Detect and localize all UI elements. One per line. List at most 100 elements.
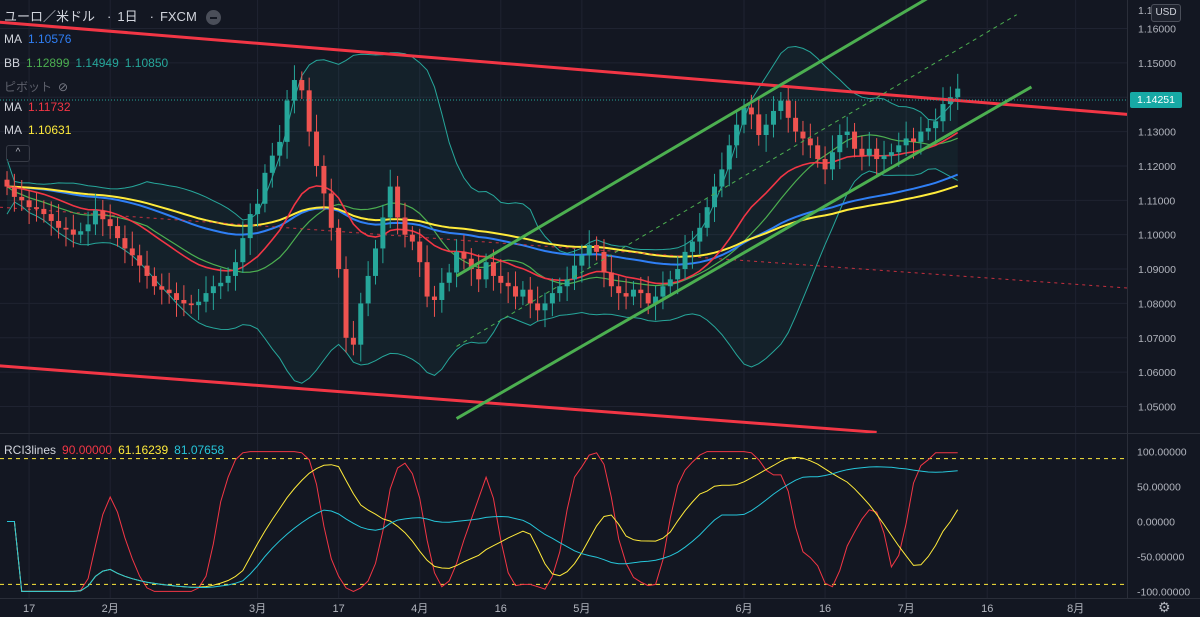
legend-bb[interactable]: BB 1.12899 1.14949 1.10850 <box>4 56 174 70</box>
candle-body <box>645 293 651 304</box>
title-separator: · <box>149 9 154 24</box>
candle-body <box>896 145 902 153</box>
source: FXCM <box>159 9 197 24</box>
candle-body <box>955 88 961 98</box>
candle-body <box>166 289 172 294</box>
candle-body <box>807 138 813 146</box>
candle-body <box>159 286 165 290</box>
candle-body <box>660 286 666 297</box>
candle-body <box>115 226 121 239</box>
candle-body <box>262 172 268 204</box>
candle-body <box>328 193 334 228</box>
candle-body <box>778 100 784 111</box>
candle-body <box>844 131 850 136</box>
candle-body <box>763 124 769 136</box>
candle-body <box>63 227 69 230</box>
candle-body <box>306 90 312 132</box>
candle-body <box>859 148 865 156</box>
candle-body <box>151 275 157 287</box>
candle-body <box>218 282 224 287</box>
rci-value-3: 81.07658 <box>174 443 225 457</box>
legend-ma2[interactable]: MA 1.11732 <box>4 100 77 114</box>
candle-body <box>881 155 887 160</box>
price-tick-label: 1.06000 <box>1138 367 1176 379</box>
rci-line <box>7 451 958 592</box>
candle-body <box>439 282 445 300</box>
candle-body <box>689 241 695 252</box>
ma1-label: MA <box>4 32 22 46</box>
candle-body <box>638 289 644 294</box>
time-tick-label: 7月 <box>898 603 915 615</box>
candle-body <box>667 279 673 287</box>
legend-rci[interactable]: RCI3lines 90.00000 61.16239 81.07658 <box>4 443 230 457</box>
price-tick-label: 1.15000 <box>1138 58 1176 70</box>
candle-body <box>225 275 231 283</box>
bollinger-band <box>6 45 959 384</box>
candle-body <box>85 224 91 232</box>
time-tick-label: 17 <box>333 603 345 615</box>
candle-body <box>446 272 452 283</box>
symbol-name: ユーロ／米ドル <box>4 9 96 24</box>
candle-body <box>48 214 54 221</box>
time-axis[interactable]: 17 2月 3月 17 4月 16 5月 6月 16 7月 16 8月 <box>23 603 1084 615</box>
candle-body <box>402 217 408 235</box>
candle-body <box>815 145 821 160</box>
bb-label: BB <box>4 56 21 70</box>
candle-body <box>911 138 917 142</box>
candle-body <box>822 159 828 170</box>
candle-body <box>903 138 909 146</box>
collapse-legend-button[interactable]: ^ <box>6 145 30 162</box>
rci-axis[interactable]: 100.00000 50.00000 0.00000 -50.00000 -100.00… <box>1137 447 1190 599</box>
legend-ma1[interactable]: MA 1.10576 <box>4 32 77 46</box>
settings-gear-icon[interactable]: ⚙ <box>1158 599 1171 615</box>
ma-red <box>6 131 959 285</box>
pivot-label: ピボット <box>4 80 53 94</box>
eye-crossed-icon[interactable]: ⊘ <box>58 80 69 94</box>
candle-body <box>461 251 467 259</box>
time-tick-label: 3月 <box>249 603 266 615</box>
candle-body <box>129 248 135 256</box>
candle-body <box>874 148 880 160</box>
ma3-label: MA <box>4 123 22 137</box>
candle-body <box>92 210 98 225</box>
candle-body <box>542 303 548 311</box>
legend-pivot[interactable]: ピボット ⊘ <box>4 78 74 95</box>
price-tick-label: 1.05000 <box>1138 402 1176 414</box>
trendlines[interactable] <box>0 0 1128 434</box>
trendline <box>0 364 877 434</box>
candle-body <box>933 121 939 129</box>
candle-body <box>203 293 209 302</box>
candle-body <box>56 220 62 228</box>
candle-body <box>11 186 17 197</box>
candle-body <box>291 80 297 101</box>
chart-title[interactable]: ユーロ／米ドル · 1日 · FXCM <box>4 6 227 26</box>
candle-body <box>741 107 747 125</box>
candle-body <box>653 296 659 304</box>
candle-body <box>888 152 894 156</box>
candle-body <box>122 238 128 249</box>
candle-body <box>255 203 261 215</box>
legend-ma3[interactable]: MA 1.10631 <box>4 123 77 137</box>
candle-body <box>793 117 799 132</box>
candle-body <box>483 262 489 280</box>
candle-body <box>137 255 143 266</box>
hide-icon[interactable] <box>206 10 222 26</box>
candle-body <box>498 275 504 283</box>
rci-tick-label: -100.00000 <box>1137 586 1190 598</box>
candle-body <box>557 286 563 294</box>
candle-body <box>4 179 10 187</box>
ma3-value: 1.10631 <box>28 123 72 137</box>
candle-body <box>704 207 710 228</box>
candle-body <box>748 107 754 115</box>
currency-button[interactable]: USD <box>1151 4 1181 22</box>
candle-body <box>19 196 25 201</box>
rci-lines <box>7 451 959 592</box>
candle-body <box>829 152 835 170</box>
time-tick-label: 5月 <box>573 603 590 615</box>
candle-body <box>468 258 474 270</box>
rci-grid <box>0 434 1127 598</box>
candle-body <box>586 244 592 256</box>
candle-body <box>682 251 688 270</box>
price-tick-label: 1.13000 <box>1138 127 1176 139</box>
